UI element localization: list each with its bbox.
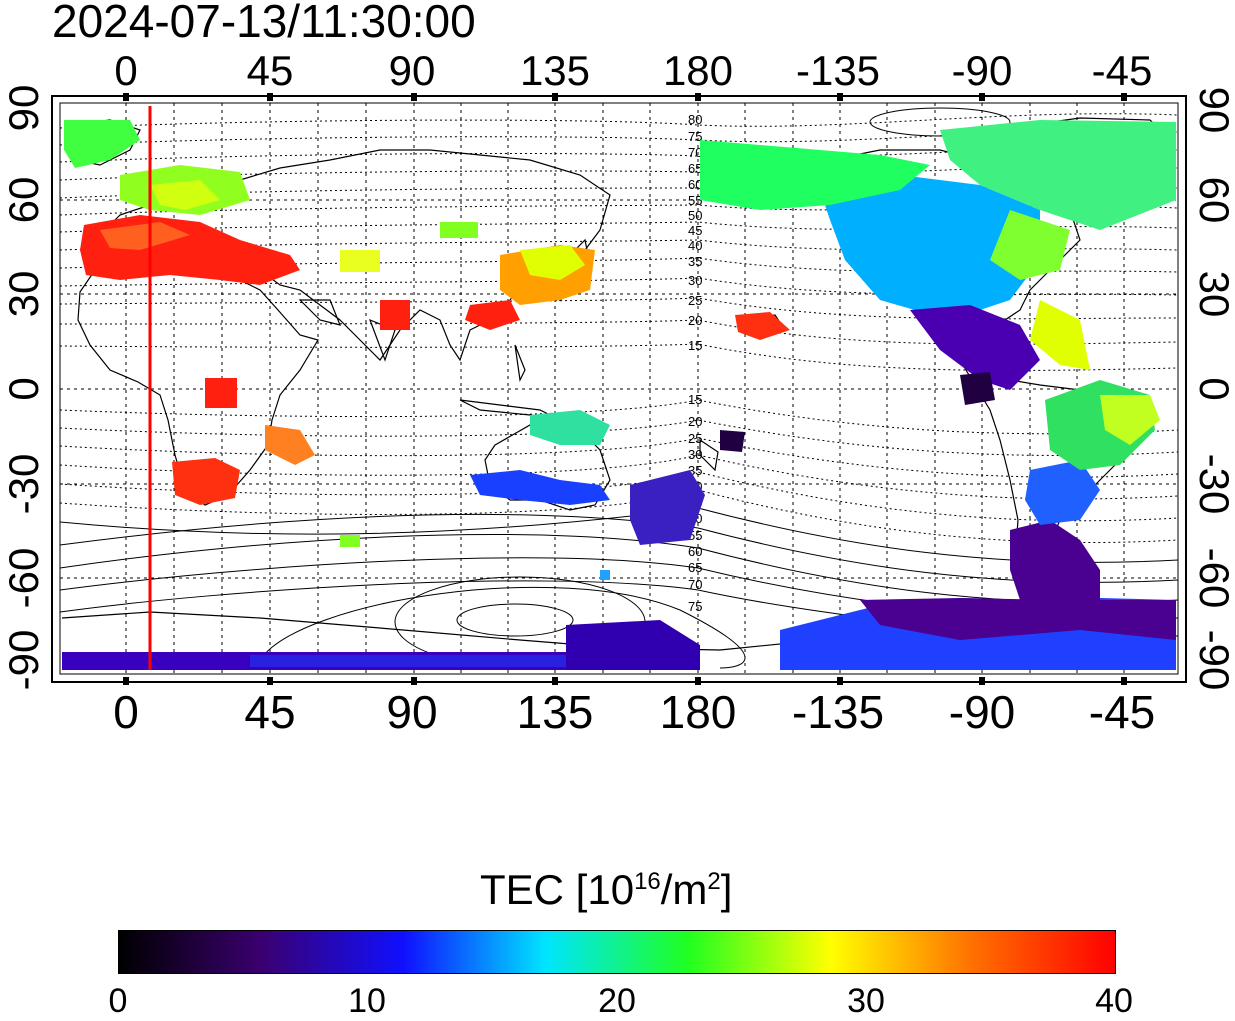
top-longitude-labels: 0 45 90 135 180 -135 -90 -45	[114, 47, 1152, 94]
lon-label: 0	[113, 686, 139, 738]
contour-labels-north: 80 75 70 65 60 55 50 45 40 35 30 25 20 1…	[688, 112, 702, 353]
tec-map: 80 75 70 65 60 55 50 45 40 35 30 25 20 1…	[0, 47, 1235, 738]
lat-label: 90	[0, 85, 47, 132]
lat-label: -60	[0, 548, 47, 609]
colorbar-tick-label: 10	[348, 982, 386, 1020]
contour-label: 40	[688, 238, 702, 253]
lat-label: -30	[0, 454, 47, 515]
colorbar-tick-label: 0	[108, 982, 128, 1020]
colorbar-title: TEC [1016/m2]	[480, 866, 732, 914]
contour-label: 55	[688, 193, 702, 208]
colorbar-title-text: TEC [10	[480, 866, 635, 913]
contour-label: 65	[688, 161, 702, 176]
lon-label: 45	[244, 686, 295, 738]
lon-label: 90	[389, 47, 436, 94]
colorbar-tick-label: 40	[1095, 982, 1133, 1020]
colorbar-tick-label: 30	[847, 982, 885, 1020]
lat-label: 30	[0, 271, 47, 318]
colorbar-tick-label: 20	[598, 982, 636, 1020]
lon-label: -45	[1092, 47, 1153, 94]
lat-label: 60	[1191, 177, 1235, 224]
lon-label: -45	[1089, 686, 1155, 738]
lat-label: 90	[1191, 87, 1235, 134]
lat-label: 60	[0, 177, 47, 224]
lon-label: 90	[386, 686, 437, 738]
contour-label: 25	[688, 293, 702, 308]
left-latitude-labels: 90 60 30 0 -30 -60 -90	[0, 85, 47, 691]
colorbar-title-exp: 16	[634, 868, 661, 895]
contour-label: 80	[688, 112, 702, 127]
timestamp-title: 2024-07-13/11:30:00	[52, 0, 476, 47]
contour-label: 35	[688, 254, 702, 269]
axis-ticks	[123, 93, 1127, 685]
lon-label: -135	[796, 47, 880, 94]
colorbar-title-close: ]	[720, 866, 733, 913]
contour-label: 65	[688, 560, 702, 575]
contour-label: 75	[688, 129, 702, 144]
lat-label: -30	[1191, 454, 1235, 515]
colorbar	[118, 930, 1116, 974]
lon-label: 0	[114, 47, 137, 94]
contour-label: 45	[688, 223, 702, 238]
contour-label: 70	[688, 577, 702, 592]
lat-label: -60	[1191, 548, 1235, 609]
contour-label: 20	[688, 313, 702, 328]
contour-label: 30	[688, 447, 702, 462]
lon-label: 180	[660, 686, 737, 738]
contour-label: 30	[688, 273, 702, 288]
lon-label: 135	[520, 47, 590, 94]
lat-label: 30	[1191, 271, 1235, 318]
contour-label: 25	[688, 431, 702, 446]
lon-label: 135	[517, 686, 594, 738]
lon-label: -90	[952, 47, 1013, 94]
contour-label: 60	[688, 177, 702, 192]
contour-label: 70	[688, 145, 702, 160]
lon-label: 180	[663, 47, 733, 94]
lon-label: -135	[792, 686, 884, 738]
contour-label: 60	[688, 544, 702, 559]
lon-label: 45	[247, 47, 294, 94]
contour-label: 15	[688, 392, 702, 407]
colorbar-title-unit-exp: 2	[707, 868, 721, 895]
lat-label: 0	[0, 377, 47, 400]
tec-data-points	[62, 120, 1176, 670]
contour-label: 75	[688, 599, 702, 614]
lat-label: 0	[1191, 377, 1235, 400]
lat-label: -90	[1191, 630, 1235, 691]
lon-label: -90	[949, 686, 1015, 738]
contour-label: 50	[688, 208, 702, 223]
lat-label: -90	[0, 630, 47, 691]
contour-label: 15	[688, 338, 702, 353]
contour-label: 20	[688, 414, 702, 429]
colorbar-title-unit: /m	[660, 866, 708, 913]
bottom-longitude-labels: 0 45 90 135 180 -135 -90 -45	[113, 686, 1155, 738]
right-latitude-labels: 90 60 30 0 -30 -60 -90	[1191, 87, 1235, 691]
